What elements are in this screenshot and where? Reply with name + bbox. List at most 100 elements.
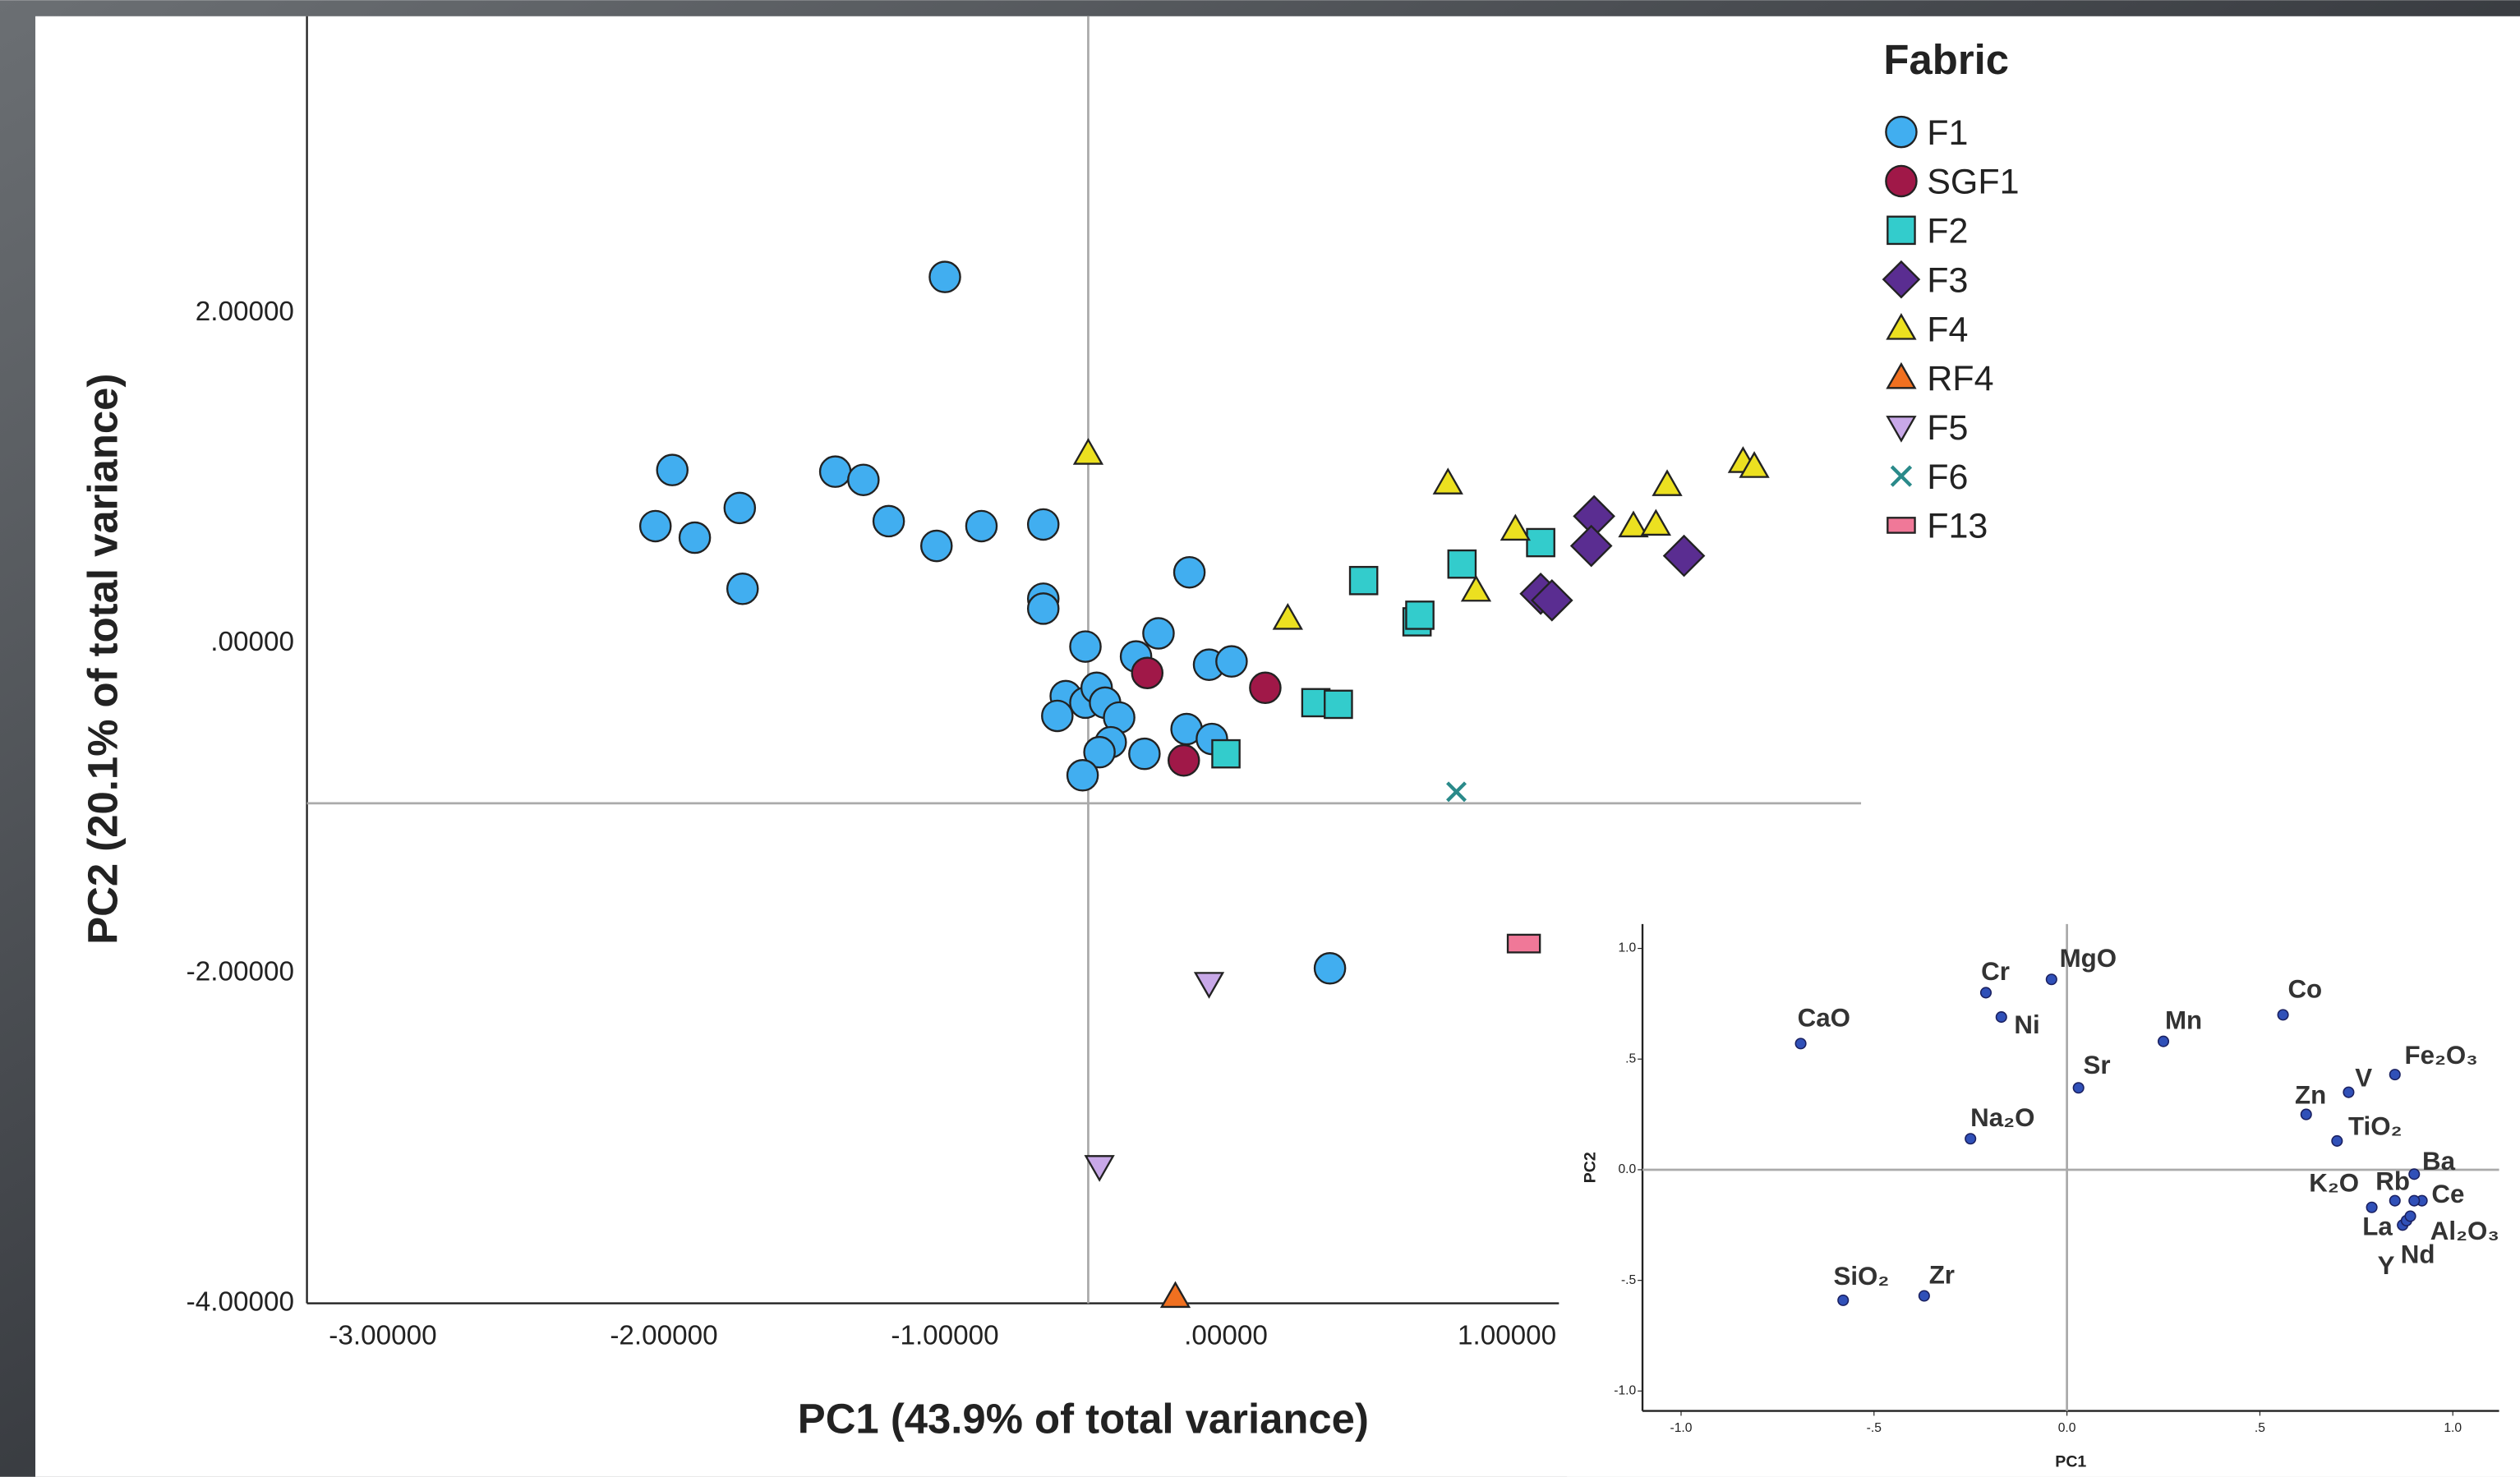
point xyxy=(723,491,757,525)
legend-marker xyxy=(1886,313,1917,340)
point xyxy=(1066,759,1099,792)
point xyxy=(1739,451,1770,478)
point xyxy=(1837,1294,1850,1306)
point xyxy=(1215,645,1248,678)
y-tick-label: .00000 xyxy=(210,627,294,657)
point-label: Sr xyxy=(2084,1051,2111,1079)
point xyxy=(638,509,672,543)
point xyxy=(2404,1210,2416,1222)
point xyxy=(1026,508,1060,541)
point xyxy=(1526,527,1555,558)
y-tick-label: 0.0 xyxy=(1618,1162,1636,1176)
point xyxy=(2389,1069,2401,1081)
point xyxy=(1965,1133,1977,1145)
point xyxy=(1500,513,1531,541)
point xyxy=(1662,534,1706,577)
legend-marker xyxy=(1886,416,1917,443)
point xyxy=(1159,1281,1191,1309)
point xyxy=(1979,987,1993,999)
point xyxy=(1142,617,1175,650)
point xyxy=(965,509,998,543)
point xyxy=(1794,1038,1807,1050)
point xyxy=(2277,1009,2289,1021)
x-axis-title: PC1 xyxy=(2055,1452,2086,1470)
point xyxy=(1272,602,1303,630)
x-tick-label: -1.00000 xyxy=(891,1320,998,1350)
point xyxy=(1069,630,1102,663)
point-label: La xyxy=(2362,1212,2393,1240)
point xyxy=(1172,555,1206,589)
point xyxy=(1041,699,1074,733)
point xyxy=(1131,656,1164,689)
y-tick-label: -2.00000 xyxy=(187,957,294,987)
point xyxy=(1313,952,1347,985)
point xyxy=(1569,524,1613,568)
y-tick-label: -1.0 xyxy=(1614,1383,1636,1397)
point-label: Y xyxy=(2378,1251,2395,1280)
point xyxy=(1128,737,1161,771)
legend-label: F5 xyxy=(1927,408,1968,448)
point xyxy=(1506,933,1541,954)
x-tick-label: 1.00000 xyxy=(1458,1320,1556,1350)
x-axis-title: PC1 (43.9% of total variance) xyxy=(798,1396,1369,1442)
point-label: Ni xyxy=(2014,1010,2039,1039)
y-tick-label: .5 xyxy=(1625,1051,1636,1065)
x-tick-label: 1.0 xyxy=(2444,1421,2462,1435)
point-label: Zr xyxy=(1929,1260,1955,1289)
point xyxy=(1447,549,1477,579)
point-label: Rb xyxy=(2375,1166,2410,1195)
legend-marker xyxy=(1886,361,1917,389)
legend-label: F2 xyxy=(1927,212,1968,251)
point xyxy=(1460,574,1492,602)
point-label: Cr xyxy=(1981,957,2010,986)
point xyxy=(1405,600,1435,630)
y-axis-title: PC2 (20.1% of total variance) xyxy=(80,374,127,945)
point-label: TiO₂ xyxy=(2348,1112,2402,1141)
point xyxy=(2408,1194,2421,1207)
legend-label: SGF1 xyxy=(1927,163,2019,202)
legend-title: Fabric xyxy=(1883,36,2009,83)
y-tick-label: -.5 xyxy=(1621,1273,1637,1287)
point-label: Al₂O₃ xyxy=(2430,1217,2499,1245)
point-label: Mn xyxy=(2165,1005,2202,1034)
point xyxy=(1084,1155,1115,1182)
point xyxy=(2366,1201,2378,1213)
point xyxy=(1193,972,1225,999)
point xyxy=(1167,743,1200,777)
legend-label: F3 xyxy=(1927,260,1968,300)
point-label: Na₂O xyxy=(1970,1103,2034,1132)
legend-marker xyxy=(1885,164,1918,198)
x-tick-label: -1.0 xyxy=(1670,1421,1693,1435)
point xyxy=(1072,438,1104,465)
point xyxy=(1530,579,1573,622)
point xyxy=(2045,973,2057,986)
point xyxy=(656,453,689,486)
x-tick-label: -.5 xyxy=(1867,1421,1882,1435)
x-tick-label: .00000 xyxy=(1184,1320,1268,1350)
y-tick-label: 2.00000 xyxy=(196,297,294,327)
legend-label: RF4 xyxy=(1927,359,1993,398)
point xyxy=(1026,592,1060,625)
point xyxy=(928,260,961,293)
legend-marker xyxy=(1890,465,1913,487)
x-tick-label: .5 xyxy=(2255,1421,2265,1435)
legend-marker xyxy=(1887,215,1916,246)
legend-marker xyxy=(1882,260,1921,299)
y-tick-label: -4.00000 xyxy=(187,1286,294,1317)
point xyxy=(1211,738,1241,769)
x-tick-label: 0.0 xyxy=(2058,1421,2076,1435)
point xyxy=(1652,469,1683,496)
point-label: K₂O xyxy=(2309,1169,2359,1198)
point xyxy=(1995,1011,2007,1024)
point-label: Co xyxy=(2287,974,2322,1003)
point-label: Zn xyxy=(2295,1080,2326,1109)
point xyxy=(1918,1290,1930,1302)
point xyxy=(818,455,852,488)
point-label: SiO₂ xyxy=(1833,1262,1889,1291)
inset-panel xyxy=(1567,908,2520,1477)
point xyxy=(1083,735,1116,769)
point xyxy=(1446,781,1467,803)
point xyxy=(872,504,905,538)
